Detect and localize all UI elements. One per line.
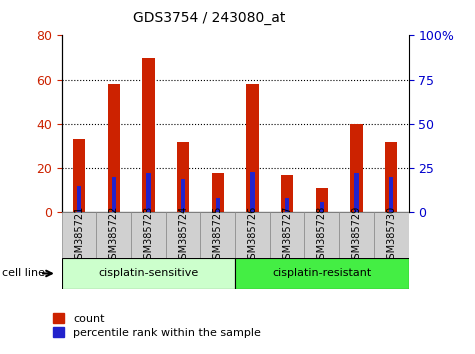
Text: cisplatin-sensitive: cisplatin-sensitive <box>98 268 199 279</box>
Text: GSM385721: GSM385721 <box>74 206 84 265</box>
Bar <box>281 175 293 212</box>
Bar <box>354 173 359 212</box>
Bar <box>304 212 339 258</box>
Bar <box>166 212 200 258</box>
Bar <box>374 212 408 258</box>
Text: GSM385729: GSM385729 <box>352 206 361 265</box>
Text: GSM385724: GSM385724 <box>178 206 188 265</box>
Bar <box>351 124 362 212</box>
Bar <box>146 173 151 212</box>
Bar <box>181 179 185 212</box>
Text: GSM385726: GSM385726 <box>247 206 257 265</box>
Bar <box>142 57 154 212</box>
Bar <box>73 139 85 212</box>
Bar <box>235 212 270 258</box>
Text: GSM385727: GSM385727 <box>282 206 292 265</box>
Bar <box>200 212 235 258</box>
Bar <box>177 142 189 212</box>
Bar <box>96 212 131 258</box>
Bar <box>108 84 120 212</box>
Legend: count, percentile rank within the sample: count, percentile rank within the sample <box>53 313 261 338</box>
Bar <box>250 172 255 212</box>
Bar <box>62 258 235 289</box>
Bar <box>112 177 116 212</box>
Bar <box>389 177 393 212</box>
Bar <box>285 198 289 212</box>
Bar <box>270 212 304 258</box>
Text: GSM385725: GSM385725 <box>213 206 223 265</box>
Bar <box>320 202 324 212</box>
Bar <box>212 172 224 212</box>
Bar <box>77 186 81 212</box>
Bar <box>316 188 328 212</box>
Text: GSM385728: GSM385728 <box>317 206 327 265</box>
Bar <box>247 84 258 212</box>
Bar <box>216 198 220 212</box>
Bar <box>62 212 96 258</box>
Text: cisplatin-resistant: cisplatin-resistant <box>272 268 371 279</box>
Text: cell line: cell line <box>2 268 46 278</box>
Text: GSM385730: GSM385730 <box>386 206 396 265</box>
Bar <box>131 212 166 258</box>
Bar <box>385 142 397 212</box>
Text: GSM385722: GSM385722 <box>109 206 119 265</box>
Text: GDS3754 / 243080_at: GDS3754 / 243080_at <box>133 11 285 25</box>
Bar <box>235 258 408 289</box>
Text: GSM385723: GSM385723 <box>143 206 153 265</box>
Bar <box>339 212 374 258</box>
